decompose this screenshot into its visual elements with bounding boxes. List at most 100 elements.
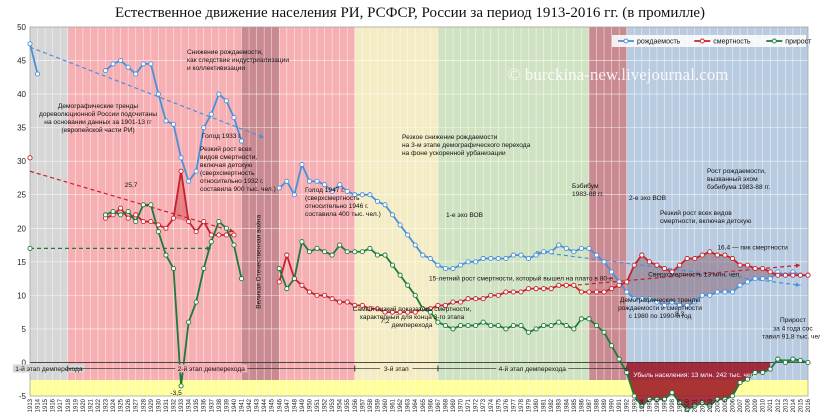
data-point — [412, 292, 418, 298]
annotation-a12-line-2: демперехода — [392, 322, 433, 329]
data-point — [329, 252, 335, 258]
data-point — [571, 249, 577, 255]
data-point — [510, 252, 516, 258]
x-tick-label-1939: 1939 — [224, 398, 230, 412]
x-tick-label-1951: 1951 — [315, 398, 321, 412]
annotation-a3-line-0: Голод 1933 г. — [202, 133, 242, 140]
series-points — [27, 41, 811, 412]
data-point — [533, 326, 539, 332]
annotation-a5-line-2: относительно 1946 г. — [305, 203, 369, 210]
x-tick-label-1995: 1995 — [647, 398, 653, 412]
x-tick-label-1969: 1969 — [451, 398, 457, 412]
data-point — [118, 212, 124, 218]
x-tick-label-1982: 1982 — [549, 398, 555, 412]
x-tick-label-1947: 1947 — [285, 398, 291, 412]
data-point — [284, 178, 290, 184]
data-point — [374, 198, 381, 204]
y-tick-label-20: 20 — [17, 224, 26, 233]
x-tick-label-1991: 1991 — [617, 398, 623, 412]
data-point — [193, 168, 199, 174]
x-tick-label-2006: 2006 — [730, 398, 736, 412]
data-point — [314, 245, 320, 251]
x-tick-label-1975: 1975 — [496, 398, 502, 412]
x-tick-label-1989: 1989 — [602, 398, 608, 412]
annotation-a2-line-3: (европейской части РИ) — [61, 126, 134, 134]
data-point — [457, 323, 464, 329]
x-tick-label-2002: 2002 — [700, 398, 706, 412]
data-point — [631, 262, 637, 268]
data-point — [488, 255, 494, 262]
y-tick-label-30: 30 — [17, 157, 26, 166]
stage-label-1: 2-й этап демперехода — [178, 365, 246, 373]
data-point — [541, 249, 547, 255]
data-point — [601, 329, 607, 335]
annotation-a6-line-2: на фоне ускоренной урбанизации — [402, 149, 506, 157]
data-point — [412, 242, 418, 248]
data-point — [556, 282, 562, 288]
x-tick-label-1981: 1981 — [542, 398, 548, 412]
stage-band-0 — [30, 27, 68, 396]
chart-title: Естественное движение населения РИ, РСФС… — [115, 5, 705, 21]
data-point — [518, 323, 524, 329]
data-point — [216, 91, 222, 97]
plot-frame — [29, 26, 809, 397]
data-point — [329, 188, 335, 194]
data-point — [548, 323, 554, 329]
data-point — [125, 215, 131, 221]
data-point — [201, 125, 207, 131]
data-point — [488, 292, 494, 298]
label-1933: -3,5 — [170, 390, 182, 397]
data-point — [752, 265, 758, 272]
stage-label-3: 4-й этап демперехода — [499, 365, 567, 373]
data-point — [782, 359, 788, 366]
x-tick-label-1926: 1926 — [126, 398, 132, 412]
data-point — [405, 309, 411, 315]
legend-label-2: прирост — [785, 39, 812, 46]
data-point — [140, 219, 146, 225]
legend-marker-1 — [699, 38, 705, 44]
data-point — [344, 188, 350, 194]
x-tick-label-1928: 1928 — [141, 398, 147, 412]
data-point — [722, 252, 728, 258]
war-label: Великая Отечественная война — [254, 215, 262, 309]
x-tick-label-1943: 1943 — [255, 398, 261, 412]
data-point — [367, 245, 373, 251]
data-point — [186, 319, 192, 325]
data-point — [276, 279, 282, 285]
stage-label-bg-3 — [496, 364, 569, 373]
data-point — [163, 252, 169, 258]
x-tick-label-1940: 1940 — [232, 398, 238, 412]
x-tick-label-1958: 1958 — [368, 398, 374, 412]
annotation-a4-line-3: (сверхсмертность — [200, 170, 255, 177]
data-point — [699, 292, 705, 298]
data-point — [495, 292, 501, 298]
data-point — [352, 302, 358, 308]
famine-1933-area — [173, 171, 189, 222]
stage-label-0: 1-й этап демперехода — [15, 365, 83, 373]
annotation-a4-line-5: составила 900 тыс. чел.) — [200, 186, 276, 193]
data-point — [495, 255, 501, 262]
label-growth-2: за 4 года сос — [773, 325, 813, 332]
data-point — [155, 91, 161, 97]
annotation-a8-line-0: Бэбибум — [572, 182, 599, 190]
x-tick-label-1990: 1990 — [610, 398, 616, 412]
data-point — [782, 272, 788, 278]
trend-death-prerev-arrowhead — [229, 228, 234, 233]
data-point — [125, 64, 131, 70]
y-tick-label-25: 25 — [17, 191, 26, 200]
data-point — [563, 282, 569, 288]
data-point — [669, 299, 675, 305]
x-tick-label-1961: 1961 — [391, 398, 397, 412]
x-tick-label-1964: 1964 — [413, 398, 419, 412]
x-tick-label-1970: 1970 — [459, 398, 465, 412]
data-point — [208, 232, 214, 238]
x-tick-label-2004: 2004 — [715, 398, 721, 412]
legend-marker-0 — [623, 38, 629, 44]
x-tick-label-1931: 1931 — [164, 398, 170, 412]
data-point — [714, 252, 720, 258]
annotation-a2-line-2: на основании данных за 1901-13 гг — [44, 119, 152, 126]
x-tick-label-1946: 1946 — [277, 398, 283, 412]
x-tick-label-1915: 1915 — [43, 398, 49, 412]
data-point — [306, 249, 313, 255]
x-tick-label-2005: 2005 — [723, 398, 729, 412]
